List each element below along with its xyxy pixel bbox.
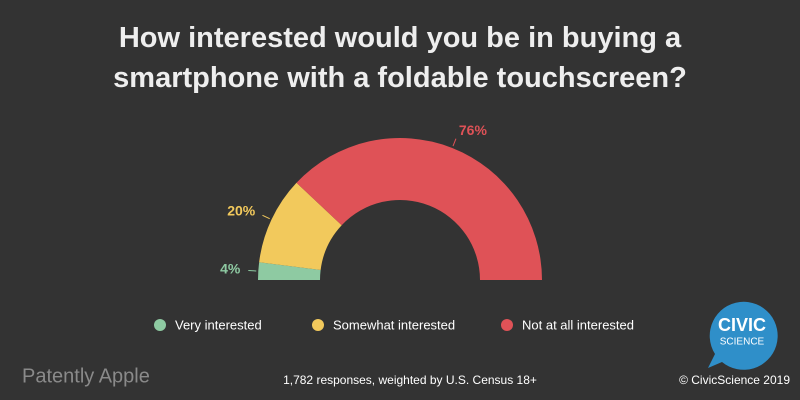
legend-marker (154, 319, 166, 331)
logo: CIVIC SCIENCE (708, 301, 778, 370)
chart-title: How interested would you be in buying a … (113, 22, 687, 94)
slice (258, 262, 321, 280)
credit: © CivicScience 2019 (679, 373, 790, 387)
leader-line (262, 214, 270, 220)
watermark: Patently Apple (22, 365, 150, 387)
logo-text: SCIENCE (720, 337, 765, 348)
leader-line (248, 269, 257, 272)
logo-bubble (708, 301, 778, 370)
value-label: 20% (227, 203, 256, 219)
legend-label: Not at all interested (522, 317, 634, 332)
legend-marker (501, 319, 513, 331)
value-label: 76% (459, 122, 488, 138)
value-label: 4% (220, 261, 241, 277)
legend-marker (312, 319, 324, 331)
source-note: 1,782 responses, weighted by U.S. Census… (283, 373, 537, 387)
slice (259, 182, 342, 270)
legend-label: Very interested (175, 317, 262, 332)
legend-label: Somewhat interested (333, 317, 455, 332)
logo-text: CIVIC (718, 315, 766, 335)
slice (296, 138, 542, 280)
leader-line (452, 138, 457, 147)
